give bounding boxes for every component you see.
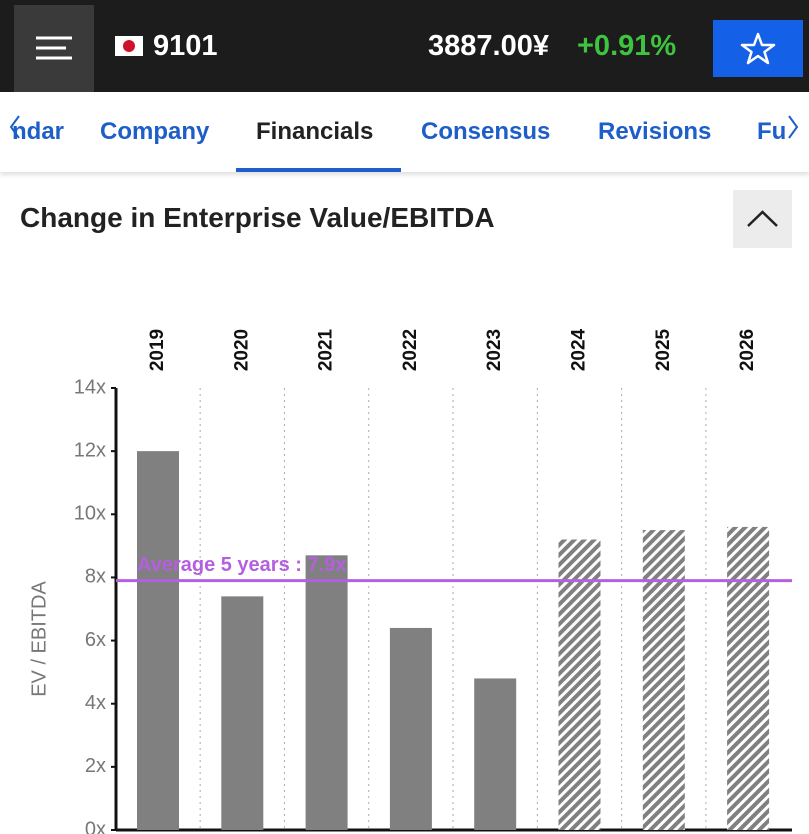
x-tick-label: 2021 [316, 328, 337, 371]
bar [389, 627, 432, 830]
tab[interactable]: Consensus [421, 118, 551, 145]
tab[interactable]: Fu [757, 118, 787, 145]
y-tick-label: 4x [85, 692, 106, 714]
price: 3887.00¥ [428, 30, 549, 62]
bar [305, 555, 348, 830]
tab[interactable]: ndar [12, 118, 65, 145]
x-tick-label: 2019 [147, 329, 168, 371]
x-tick-label: 2026 [737, 329, 758, 371]
tab-underline [236, 168, 401, 172]
bar [558, 539, 601, 830]
favorite-button[interactable] [713, 20, 803, 77]
bar [727, 526, 770, 830]
scroll-right[interactable] [786, 112, 800, 142]
ticker: 9101 [153, 30, 218, 62]
average-label: Average 5 years : 7.9x [137, 554, 346, 576]
x-tick-label: 2023 [484, 329, 505, 371]
x-tick-label: 2020 [231, 329, 252, 371]
x-tick-label: 2025 [653, 328, 674, 371]
section-title: Change in Enterprise Value/EBITDA [20, 202, 495, 233]
y-tick-label: 8x [85, 566, 106, 588]
tab-bar: Fu Revisions Consensus Financials Company nda… [0, 92, 809, 172]
y-axis-label: EV / EBITDA [28, 581, 50, 697]
y-tick-label: 0x [85, 818, 106, 834]
tab[interactable]: Company [100, 118, 210, 145]
bar [642, 530, 685, 830]
menu-button[interactable] [14, 5, 94, 92]
tab[interactable]: Financials [256, 118, 374, 145]
x-tick-label: 2022 [400, 329, 421, 371]
y-tick-label: 2x [85, 755, 106, 777]
scroll-left[interactable] [8, 112, 22, 142]
top-bar: 9101 3887.00¥ +0.91% [0, 0, 809, 92]
bar [474, 678, 517, 830]
star-icon [740, 32, 776, 65]
y-tick-label: 6x [85, 629, 106, 651]
chart: 2019 2020 2021 2022 2023 2024 2025 2026 0x 2x 4x 6x… [28, 328, 792, 834]
y-tick-label: 10x [74, 503, 106, 525]
x-tick-label: 2024 [569, 328, 590, 371]
y-tick-label: 12x [74, 439, 106, 461]
menu-icon [36, 36, 72, 60]
flag-icon [115, 36, 143, 56]
y-tick-label: 14x [74, 376, 106, 398]
collapse-button[interactable] [733, 190, 792, 248]
bar [137, 451, 179, 830]
chevron-icon [747, 210, 778, 227]
change: +0.91% [577, 30, 677, 62]
tab[interactable]: Revisions [598, 118, 712, 145]
bar [221, 596, 264, 830]
